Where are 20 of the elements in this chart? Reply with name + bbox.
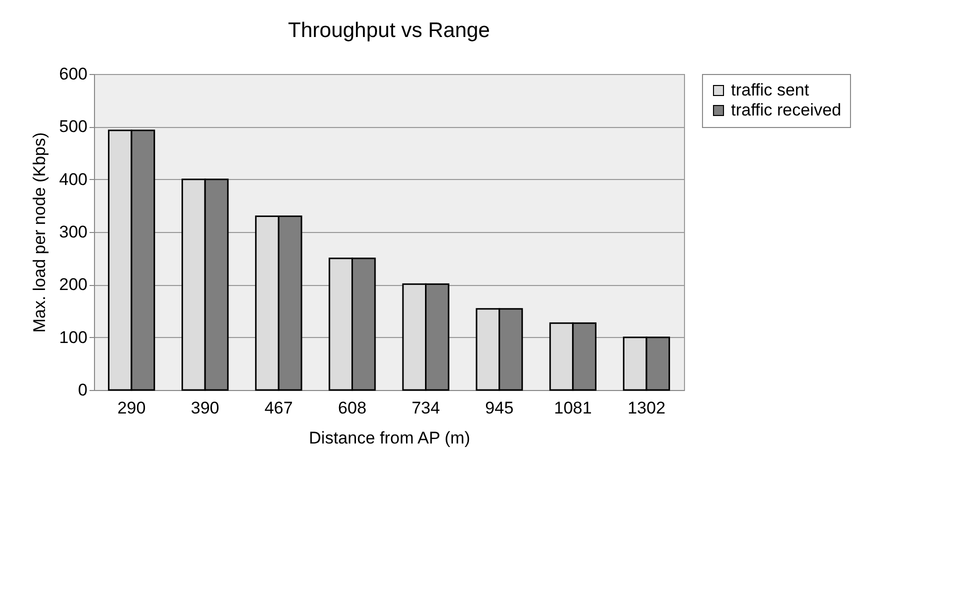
chart-title: Throughput vs Range: [288, 19, 490, 42]
y-tick-label: 200: [59, 275, 88, 294]
x-tick-label: 290: [117, 398, 146, 418]
y-axis-title: Max. load per node (Kbps): [30, 132, 50, 333]
y-tick-label: 100: [59, 328, 88, 347]
x-tick-label: 608: [338, 398, 366, 418]
y-tick-label: 300: [59, 222, 88, 242]
y-tick-label: 600: [59, 64, 88, 84]
y-tick-label: 400: [59, 170, 88, 189]
x-axis-title: Distance from AP (m): [308, 428, 470, 448]
y-tick-label: 0: [78, 380, 88, 400]
legend-label: traffic sent: [731, 80, 810, 100]
x-tick-label: 390: [190, 398, 220, 418]
y-tick-label: 500: [59, 117, 88, 136]
x-tick-label: 734: [412, 398, 440, 418]
legend-label: traffic received: [731, 100, 842, 120]
x-tick-label: 945: [485, 398, 514, 418]
x-tick-label: 1081: [554, 398, 592, 418]
x-tick-label: 467: [264, 398, 293, 418]
x-tick-label: 1302: [628, 398, 666, 418]
